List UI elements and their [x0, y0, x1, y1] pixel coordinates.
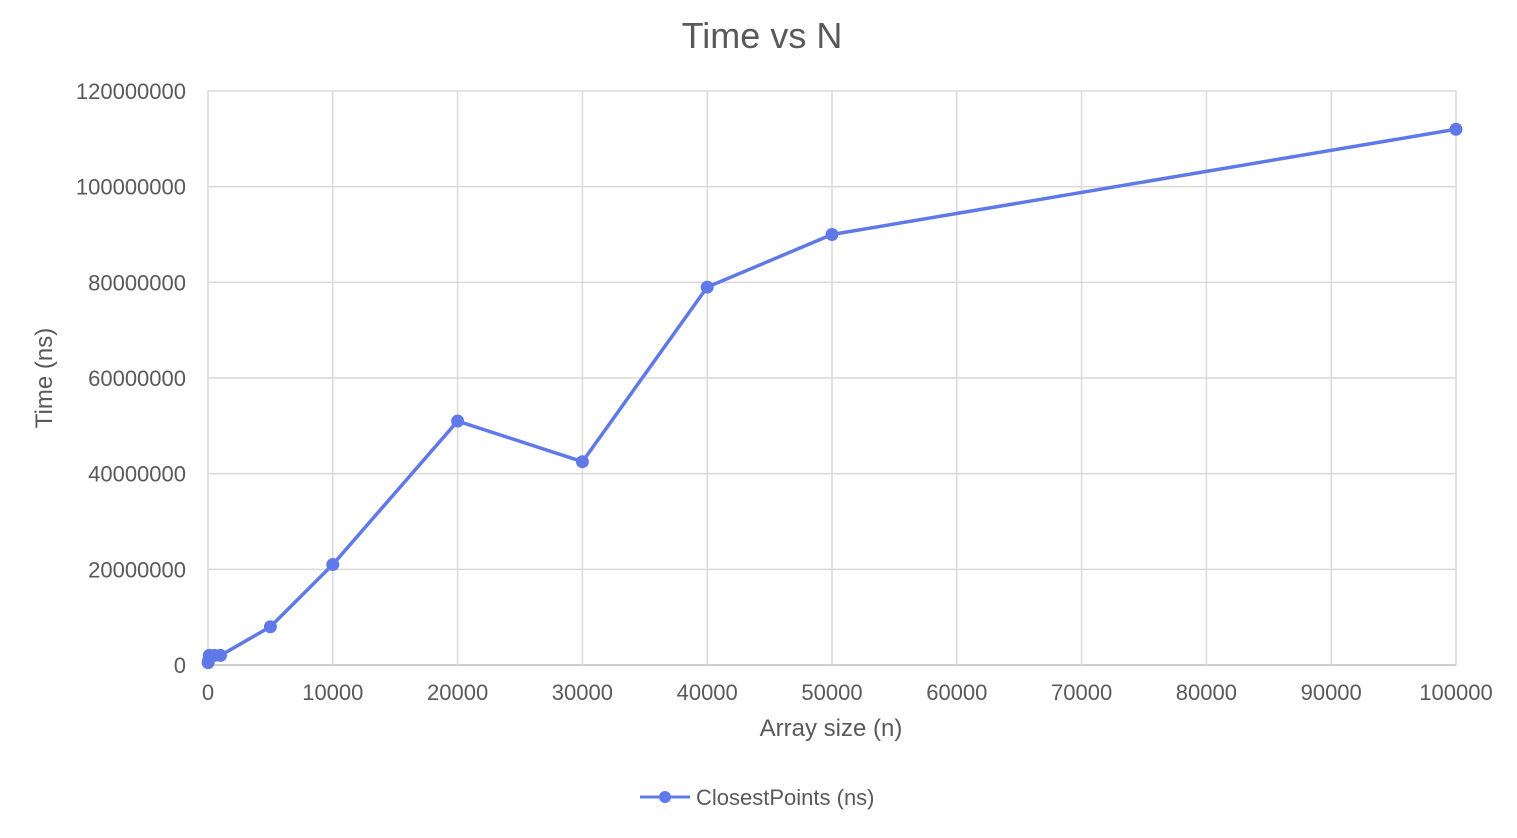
data-point — [825, 228, 839, 241]
data-point — [1449, 122, 1463, 136]
data-point — [451, 414, 465, 428]
legend-dot-marker — [659, 791, 671, 803]
y-tick-label: 80000000 — [88, 270, 186, 295]
y-tick-label: 120000000 — [76, 79, 186, 104]
grid-layer — [207, 90, 1457, 666]
x-axis-title: Array size (n) — [760, 715, 903, 742]
x-tick-label: 90000 — [1301, 680, 1362, 705]
series-layer — [201, 122, 1463, 670]
y-tick-label: 60000000 — [88, 366, 186, 391]
y-tick-label: 40000000 — [88, 462, 186, 487]
data-point — [326, 558, 340, 572]
legend: ClosestPoints (ns) — [640, 785, 875, 810]
y-tick-label: 20000000 — [88, 557, 186, 582]
x-tick-label: 10000 — [302, 680, 363, 705]
y-tick-label: 0 — [174, 653, 186, 678]
x-tick-label: 70000 — [1051, 680, 1112, 705]
x-tick-label: 50000 — [801, 680, 862, 705]
y-axis-title: Time (ns) — [31, 328, 58, 428]
data-point — [575, 455, 589, 469]
y-tick-label: 100000000 — [76, 175, 186, 200]
x-tick-label: 60000 — [926, 680, 987, 705]
x-tick-label: 0 — [202, 680, 214, 705]
x-tick-label: 20000 — [427, 680, 488, 705]
x-tick-label: 100000 — [1419, 680, 1492, 705]
x-tick-label: 40000 — [677, 680, 738, 705]
x-tick-label: 30000 — [552, 680, 613, 705]
chart-title: Time vs N — [682, 15, 843, 56]
data-point — [213, 648, 227, 662]
data-point — [263, 620, 277, 634]
tick-labels: 0200000004000000060000000800000001000000… — [76, 79, 1493, 705]
data-point — [700, 280, 714, 294]
x-tick-label: 80000 — [1176, 680, 1237, 705]
legend-label: ClosestPoints (ns) — [696, 785, 875, 810]
